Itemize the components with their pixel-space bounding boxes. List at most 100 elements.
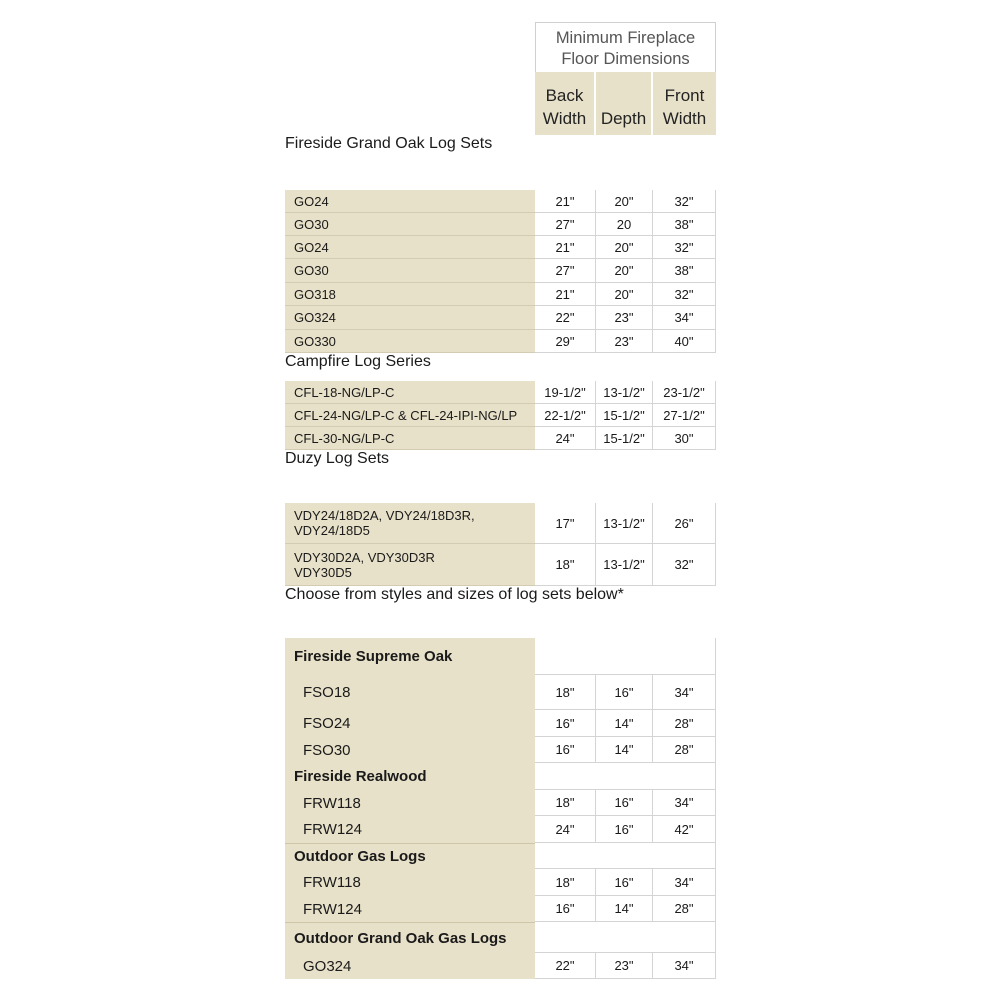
front-width-cell: 32" (653, 283, 716, 306)
model-label: VDY30D2A, VDY30D3R VDY30D5 (285, 544, 535, 586)
section-title: Campfire Log Series (285, 353, 431, 370)
back-width-cell: 16" (535, 710, 596, 737)
front-width-cell: 30" (653, 427, 716, 450)
model-label: FSO18 (285, 675, 535, 710)
back-width-cell: 22-1/2" (535, 404, 596, 427)
table-row: CFL-30-NG/LP-C 24" 15-1/2" 30" (285, 427, 716, 450)
depth-cell: 23" (596, 330, 653, 353)
section-title: Fireside Grand Oak Log Sets (285, 135, 493, 152)
model-label: CFL-18-NG/LP-C (285, 381, 535, 404)
depth-cell: 14" (596, 710, 653, 737)
depth-cell: 13-1/2" (596, 381, 653, 404)
depth-cell: 14" (596, 896, 653, 922)
subheading-row: Fireside Supreme Oak (285, 638, 716, 675)
blank-cell (535, 843, 716, 869)
back-width-cell: 27" (535, 213, 596, 236)
section-header: Campfire Log Series (285, 353, 716, 381)
table-row: GO324 22" 23" 34" (285, 306, 716, 330)
table-row: CFL-24-NG/LP-C & CFL-24-IPI-NG/LP 22-1/2"… (285, 404, 716, 427)
blank-cell (535, 763, 716, 790)
back-width-cell: 21" (535, 190, 596, 213)
table-row: FRW124 24" 16" 42" (285, 816, 716, 843)
model-label: FRW118 (285, 790, 535, 816)
model-label: GO318 (285, 283, 535, 306)
table-row: VDY24/18D2A, VDY24/18D3R, VDY24/18D5 17" 1… (285, 503, 716, 544)
depth-cell: 20" (596, 236, 653, 259)
table-row: GO30 27" 20" 38" (285, 259, 716, 283)
model-label: FRW124 (285, 816, 535, 843)
dimensions-table: Fireside Grand Oak Log Sets GO24 21" 20" 32"… (285, 135, 716, 979)
blank-cell (535, 638, 716, 675)
front-width-cell: 28" (653, 896, 716, 922)
subheading-row: Fireside Realwood (285, 763, 716, 790)
table-row: FSO18 18" 16" 34" (285, 675, 716, 710)
model-label: FSO30 (285, 737, 535, 763)
depth-cell: 13-1/2" (596, 503, 653, 544)
column-headers: Back Width Depth Front Width (535, 72, 716, 135)
front-width-cell: 38" (653, 259, 716, 283)
depth-cell: 20" (596, 259, 653, 283)
table-row: FSO30 16" 14" 28" (285, 737, 716, 763)
back-width-cell: 21" (535, 236, 596, 259)
model-label: GO24 (285, 190, 535, 213)
front-width-cell: 34" (653, 675, 716, 710)
model-label: GO30 (285, 259, 535, 283)
section-title: Choose from styles and sizes of log sets… (285, 586, 624, 603)
table-row: GO330 29" 23" 40" (285, 330, 716, 353)
table-row: GO318 21" 20" 32" (285, 283, 716, 306)
subheading-label: Fireside Supreme Oak (285, 638, 535, 675)
depth-cell: 15-1/2" (596, 427, 653, 450)
front-width-cell: 42" (653, 816, 716, 843)
model-label: CFL-24-NG/LP-C & CFL-24-IPI-NG/LP (285, 404, 535, 427)
depth-cell: 23" (596, 306, 653, 330)
depth-cell: 20" (596, 283, 653, 306)
model-label: GO330 (285, 330, 535, 353)
subheading-label: Outdoor Grand Oak Gas Logs (285, 922, 535, 953)
model-label: FSO24 (285, 710, 535, 737)
front-width-cell: 26" (653, 503, 716, 544)
back-width-cell: 17" (535, 503, 596, 544)
front-width-cell: 34" (653, 306, 716, 330)
front-width-cell: 34" (653, 953, 716, 979)
depth-cell: 14" (596, 737, 653, 763)
depth-cell: 20 (596, 213, 653, 236)
table-row: GO24 21" 20" 32" (285, 190, 716, 213)
depth-cell: 16" (596, 816, 653, 843)
table-row: VDY30D2A, VDY30D3R VDY30D5 18" 13-1/2" 32" (285, 544, 716, 586)
front-width-cell: 34" (653, 869, 716, 896)
table-row: FSO24 16" 14" 28" (285, 710, 716, 737)
depth-cell: 16" (596, 869, 653, 896)
front-width-cell: 28" (653, 710, 716, 737)
back-width-cell: 29" (535, 330, 596, 353)
model-label: FRW124 (285, 896, 535, 922)
depth-cell: 15-1/2" (596, 404, 653, 427)
back-width-cell: 18" (535, 544, 596, 586)
section-header: Choose from styles and sizes of log sets… (285, 586, 716, 638)
front-width-cell: 28" (653, 737, 716, 763)
back-width-cell: 24" (535, 816, 596, 843)
depth-cell: 23" (596, 953, 653, 979)
depth-cell: 16" (596, 675, 653, 710)
subheading-row: Outdoor Grand Oak Gas Logs (285, 922, 716, 953)
back-width-cell: 22" (535, 306, 596, 330)
table-row: FRW118 18" 16" 34" (285, 869, 716, 896)
model-label: GO324 (285, 953, 535, 979)
back-width-cell: 24" (535, 427, 596, 450)
back-width-cell: 19-1/2" (535, 381, 596, 404)
back-width-cell: 16" (535, 737, 596, 763)
front-width-cell: 40" (653, 330, 716, 353)
depth-cell: 13-1/2" (596, 544, 653, 586)
column-header-back-width: Back Width (535, 72, 596, 135)
table-row: GO324 22" 23" 34" (285, 953, 716, 979)
depth-cell: 16" (596, 790, 653, 816)
back-width-cell: 18" (535, 790, 596, 816)
model-label: CFL-30-NG/LP-C (285, 427, 535, 450)
back-width-cell: 27" (535, 259, 596, 283)
back-width-cell: 18" (535, 675, 596, 710)
front-width-cell: 32" (653, 190, 716, 213)
table-row: FRW124 16" 14" 28" (285, 896, 716, 922)
blank-cell (535, 922, 716, 953)
subheading-row: Outdoor Gas Logs (285, 843, 716, 869)
front-width-cell: 23-1/2" (653, 381, 716, 404)
front-width-cell: 32" (653, 544, 716, 586)
